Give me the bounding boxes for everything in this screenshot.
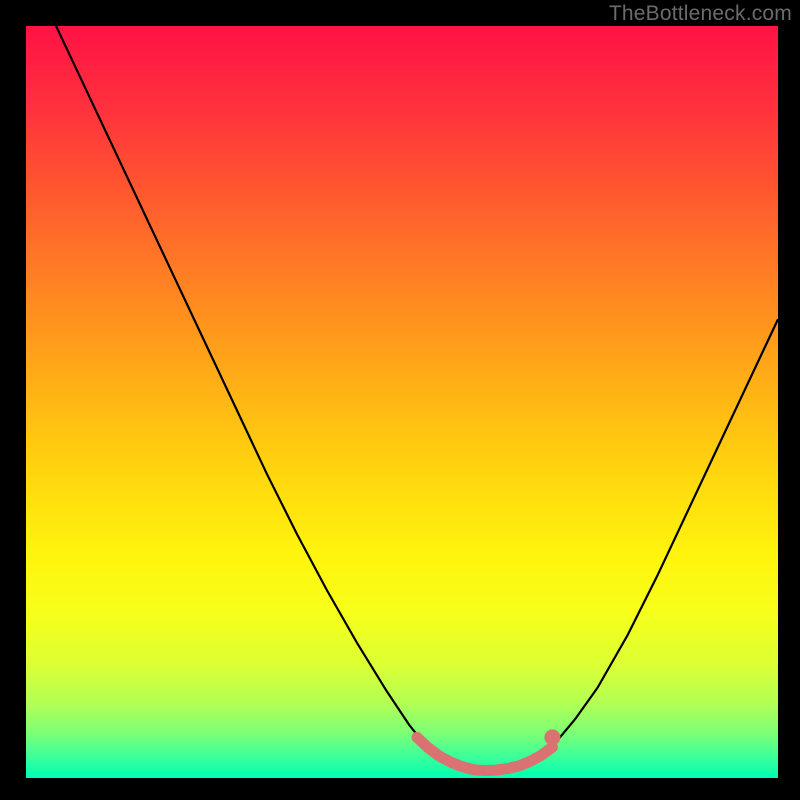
chart-overlay — [26, 26, 778, 778]
plot-area — [26, 26, 778, 778]
watermark-label: TheBottleneck.com — [609, 2, 792, 26]
optimal-range-highlight — [417, 737, 552, 770]
chart-frame: TheBottleneck.com — [0, 0, 800, 800]
highlight-end-marker — [544, 729, 560, 745]
bottleneck-curve — [56, 26, 778, 770]
